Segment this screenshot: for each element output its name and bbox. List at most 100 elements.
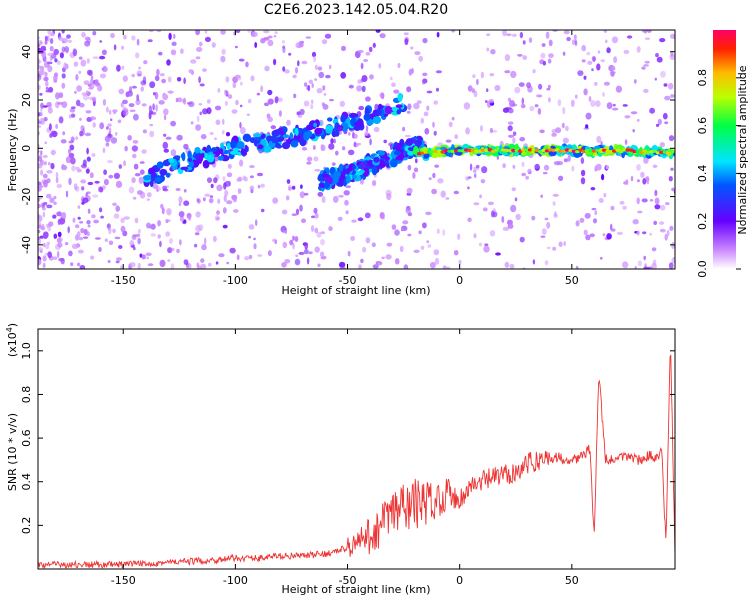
noise-blob: [509, 263, 515, 269]
trace-blob: [373, 156, 380, 163]
noise-blob: [577, 70, 584, 76]
noise-blob: [79, 221, 84, 224]
noise-blob: [226, 172, 233, 178]
noise-blob: [306, 257, 310, 265]
noise-blob: [664, 233, 668, 241]
noise-blob: [123, 216, 130, 220]
noise-blob: [317, 263, 321, 268]
noise-blob: [131, 145, 138, 152]
noise-blob: [196, 115, 200, 123]
trace-blob: [151, 172, 157, 178]
noise-blob: [308, 251, 313, 255]
trace-blob: [398, 154, 404, 159]
noise-blob: [504, 54, 511, 62]
noise-blob: [140, 80, 147, 86]
noise-blob: [338, 261, 346, 268]
noise-blob: [249, 175, 254, 179]
noise-blob: [99, 186, 104, 193]
noise-blob: [633, 79, 637, 84]
noise-blob: [232, 197, 237, 203]
noise-blob: [603, 193, 607, 198]
noise-blob: [253, 237, 256, 241]
noise-blob: [383, 139, 388, 144]
noise-blob: [341, 146, 346, 151]
noise-blob: [435, 70, 442, 74]
noise-blob: [493, 208, 496, 212]
noise-blob: [84, 40, 91, 47]
trace-blob: [325, 129, 333, 134]
spectrogram-xtick-label: -150: [111, 274, 136, 287]
noise-blob: [642, 30, 647, 33]
noise-blob: [433, 249, 440, 256]
noise-blob: [214, 137, 217, 141]
noise-blob: [135, 99, 141, 106]
trace-blob: [384, 105, 393, 115]
noise-blob: [45, 80, 49, 87]
noise-blob: [357, 79, 362, 84]
noise-blob: [697, 242, 700, 247]
noise-blob: [53, 195, 57, 200]
noise-blob: [624, 115, 631, 119]
noise-blob: [256, 92, 261, 96]
noise-blob: [46, 204, 53, 209]
noise-blob: [434, 164, 440, 168]
noise-blob: [228, 180, 231, 187]
noise-blob: [208, 198, 214, 204]
noise-blob: [146, 192, 152, 198]
noise-blob: [135, 52, 140, 59]
noise-blob: [71, 243, 79, 250]
noise-blob: [204, 237, 207, 245]
trace-blob: [524, 151, 532, 156]
noise-blob: [38, 120, 43, 124]
noise-blob: [584, 212, 591, 219]
noise-blob: [67, 148, 72, 154]
trace-blob: [266, 135, 274, 143]
noise-blob: [99, 55, 106, 60]
noise-blob: [643, 255, 646, 261]
noise-blob: [616, 231, 623, 235]
noise-blob: [206, 107, 212, 115]
noise-blob: [257, 254, 263, 257]
trace-blob: [187, 150, 192, 159]
trace-blob: [271, 136, 276, 144]
noise-blob: [49, 45, 54, 52]
noise-blob: [358, 264, 362, 269]
noise-blob: [92, 31, 97, 36]
colorbar-tick-label: 0.2: [696, 212, 709, 230]
noise-blob: [129, 109, 136, 113]
noise-blob: [485, 100, 488, 103]
noise-blob: [489, 127, 493, 134]
noise-blob: [43, 180, 48, 188]
trace-core: [588, 149, 594, 153]
noise-blob: [407, 103, 412, 110]
noise-blob: [502, 163, 506, 169]
noise-blob: [201, 244, 207, 251]
noise-blob: [418, 230, 422, 235]
noise-blob: [357, 217, 364, 222]
noise-blob: [551, 132, 557, 137]
noise-blob: [61, 163, 65, 168]
noise-blob: [299, 108, 305, 116]
noise-blob: [46, 170, 53, 174]
noise-blob: [43, 161, 47, 166]
noise-blob: [86, 147, 89, 155]
noise-blob: [467, 186, 470, 190]
noise-blob: [536, 94, 543, 98]
noise-blob: [677, 209, 681, 215]
noise-blob: [636, 46, 641, 53]
noise-blob: [659, 221, 665, 225]
noise-blob: [706, 140, 711, 144]
noise-blob: [38, 124, 42, 129]
trace-blob: [249, 137, 256, 144]
noise-blob: [668, 262, 674, 269]
noise-blob: [435, 87, 440, 92]
noise-blob: [79, 265, 86, 269]
noise-blob: [155, 104, 158, 112]
noise-blob: [61, 30, 65, 34]
noise-blob: [339, 100, 345, 107]
noise-blob: [54, 58, 58, 63]
noise-blob: [178, 202, 182, 207]
noise-blob: [204, 36, 211, 43]
trace-blob: [366, 119, 374, 126]
noise-blob: [83, 80, 90, 86]
